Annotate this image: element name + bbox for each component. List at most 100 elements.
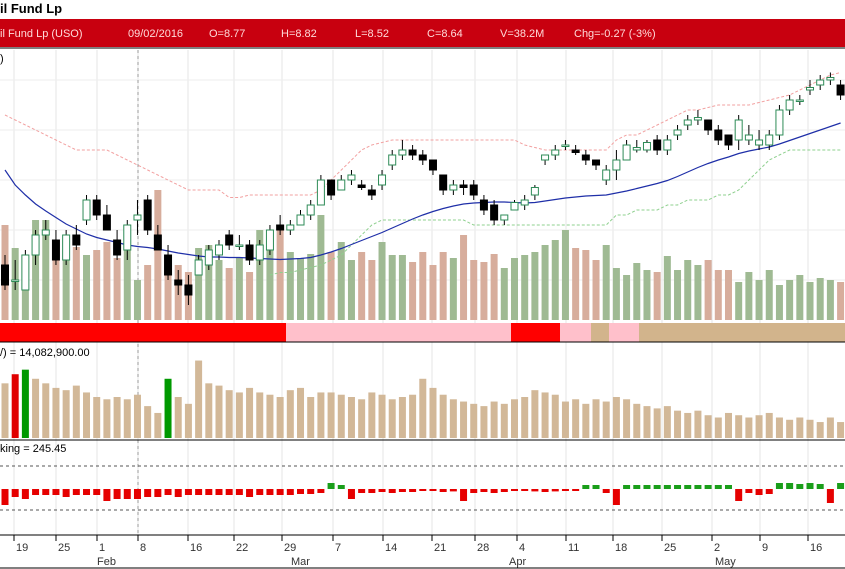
candle-body bbox=[296, 214, 305, 226]
candle bbox=[306, 200, 315, 220]
indicator-bar bbox=[663, 485, 671, 489]
x-month-label: May bbox=[715, 556, 736, 568]
indicator-bar bbox=[337, 485, 345, 489]
candle-body bbox=[51, 239, 60, 261]
candle-body bbox=[367, 189, 376, 196]
candle-body bbox=[72, 234, 81, 246]
candle bbox=[418, 150, 427, 165]
candle bbox=[92, 195, 101, 220]
volume-bar bbox=[368, 392, 376, 438]
candle-body bbox=[1, 264, 9, 286]
x-month-label: Mar bbox=[291, 556, 310, 568]
overlay-volume-bar bbox=[154, 190, 162, 320]
candle bbox=[795, 95, 804, 105]
indicator-bar bbox=[816, 484, 824, 489]
overlay-volume-bar bbox=[572, 248, 580, 320]
indicator-bar bbox=[826, 489, 834, 503]
overlay-volume-bar bbox=[419, 252, 427, 320]
volume-bar bbox=[480, 406, 488, 438]
volume-bar bbox=[307, 397, 315, 438]
breadth-segment bbox=[639, 323, 845, 342]
volume-bar bbox=[826, 417, 834, 438]
candle bbox=[62, 230, 71, 265]
indicator-bar bbox=[694, 485, 702, 489]
candle bbox=[143, 195, 152, 235]
candle-body bbox=[255, 244, 264, 261]
candle bbox=[469, 180, 478, 200]
candle-body bbox=[92, 199, 101, 216]
candle bbox=[286, 220, 295, 235]
low-value: L=8.52 bbox=[355, 28, 389, 40]
candle bbox=[541, 154, 550, 165]
indicator-bar bbox=[572, 489, 580, 491]
overlay-volume-bar bbox=[602, 245, 610, 320]
indicator-bar bbox=[653, 485, 661, 489]
volume-bar bbox=[674, 410, 682, 438]
candle-body bbox=[153, 234, 162, 251]
overlay-volume-bar bbox=[531, 252, 539, 320]
indicator-bar bbox=[775, 483, 783, 489]
volume-bar bbox=[123, 399, 131, 438]
candle-body bbox=[673, 129, 682, 136]
candle bbox=[806, 80, 815, 95]
candle bbox=[581, 150, 590, 165]
chart-title: il Fund Lp bbox=[0, 1, 63, 16]
overlay-volume-bar bbox=[490, 254, 498, 320]
overlay-volume-bar bbox=[735, 282, 743, 320]
volume-bar bbox=[164, 378, 172, 438]
overlay-volume-bar bbox=[561, 230, 569, 320]
overlay-volume-bar bbox=[83, 255, 91, 320]
candle-body bbox=[225, 234, 234, 246]
volume-bar bbox=[1, 383, 9, 438]
indicator-bar bbox=[93, 489, 101, 495]
candle bbox=[693, 110, 702, 125]
indicator-bar bbox=[429, 489, 437, 491]
candle-body bbox=[459, 184, 468, 188]
overlay-volume-bar bbox=[521, 255, 529, 320]
indicator-bar bbox=[786, 483, 794, 489]
candle bbox=[785, 95, 794, 115]
candle-body bbox=[123, 224, 132, 251]
indicator-bar bbox=[266, 489, 274, 495]
candle-body bbox=[520, 199, 529, 206]
candle bbox=[388, 150, 397, 170]
candle-body bbox=[327, 179, 336, 196]
close-value: C=8.64 bbox=[427, 28, 463, 40]
overlay-volume-bar bbox=[439, 252, 447, 320]
candle-body bbox=[388, 154, 397, 166]
candle-body bbox=[439, 174, 448, 191]
overlay-volume-bar bbox=[714, 270, 722, 320]
candle bbox=[316, 175, 325, 206]
candle bbox=[245, 240, 254, 265]
candle bbox=[500, 214, 509, 225]
indicator-bar bbox=[123, 489, 131, 499]
x-tick-label: 9 bbox=[762, 542, 768, 554]
candle-body bbox=[500, 214, 509, 221]
volume-bar bbox=[796, 417, 804, 438]
candle-body bbox=[622, 144, 631, 161]
volume-bar bbox=[72, 385, 80, 438]
indicator-bar bbox=[327, 483, 335, 489]
candle-body bbox=[571, 149, 580, 153]
volume-bar bbox=[154, 412, 162, 438]
indicator-bar bbox=[184, 489, 192, 495]
volume-bar bbox=[755, 415, 763, 438]
candle bbox=[184, 275, 193, 305]
candle-body bbox=[174, 279, 183, 286]
x-tick-label: 8 bbox=[140, 542, 146, 554]
overlay-volume-bar bbox=[429, 265, 437, 320]
overlay-volume-bar bbox=[826, 280, 834, 320]
candle bbox=[113, 230, 122, 260]
volume-bar bbox=[551, 394, 559, 438]
overlay-volume-bar bbox=[765, 270, 773, 320]
candle-body bbox=[408, 149, 417, 156]
indicator-bar bbox=[449, 489, 457, 492]
indicator-bar bbox=[398, 489, 406, 492]
candle-body bbox=[316, 179, 325, 206]
overlay-volume-bar bbox=[93, 250, 101, 320]
indicator-bar bbox=[511, 489, 518, 491]
indicator-bar bbox=[144, 489, 152, 497]
volume-bar bbox=[347, 397, 355, 438]
indicator-bar bbox=[623, 485, 631, 489]
volume-bar bbox=[21, 369, 29, 438]
